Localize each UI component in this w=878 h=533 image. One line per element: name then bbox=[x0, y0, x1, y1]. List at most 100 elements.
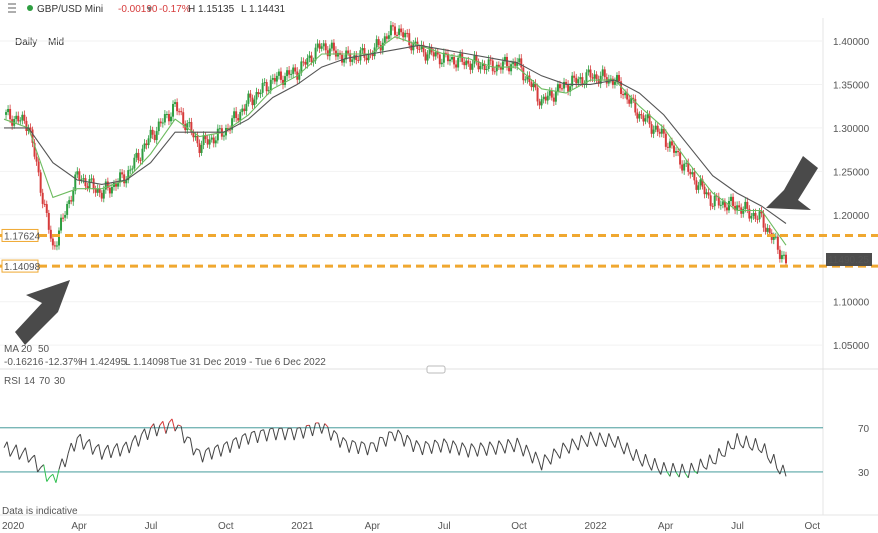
ma-legend-p1[interactable]: 20 bbox=[21, 344, 33, 355]
menu-icon[interactable] bbox=[8, 3, 16, 13]
candle-body bbox=[668, 141, 671, 148]
ma-legend-name[interactable]: MA bbox=[4, 344, 19, 355]
rsi-segment bbox=[431, 439, 436, 454]
candle-body bbox=[705, 192, 708, 195]
candle-body bbox=[785, 254, 787, 264]
rsi-segment bbox=[586, 431, 591, 447]
candle-body bbox=[394, 26, 396, 35]
rsi-segment bbox=[687, 462, 692, 478]
candle-body bbox=[286, 70, 289, 77]
candle-body bbox=[257, 92, 260, 95]
rsi-segment bbox=[379, 436, 383, 439]
candle-body bbox=[624, 92, 627, 96]
chevron-down-icon[interactable]: ▾ bbox=[147, 4, 152, 15]
rsi-segment bbox=[669, 462, 674, 477]
rsi-legend-upper[interactable]: 70 bbox=[39, 376, 51, 387]
panel-resize-handle[interactable] bbox=[426, 365, 446, 374]
disclaimer: Data is indicative bbox=[2, 506, 78, 517]
candle-body bbox=[756, 218, 759, 220]
rsi-legend-lower[interactable]: 30 bbox=[54, 376, 66, 387]
candle-body bbox=[47, 213, 50, 230]
interval-label[interactable]: Daily bbox=[15, 37, 37, 48]
rsi-segment bbox=[354, 442, 359, 455]
rsi-legend-name[interactable]: RSI bbox=[4, 376, 21, 387]
candle-body bbox=[776, 236, 779, 250]
candle-body bbox=[514, 61, 517, 66]
rsi-segment bbox=[486, 441, 491, 456]
candle-body bbox=[129, 169, 132, 171]
candle-body bbox=[182, 112, 185, 124]
candle-body bbox=[222, 135, 225, 137]
rsi-segment bbox=[251, 430, 255, 434]
candle-body bbox=[577, 79, 580, 84]
rsi-segment bbox=[694, 470, 698, 474]
rsi-segment bbox=[758, 449, 762, 454]
rsi-segment bbox=[257, 430, 262, 444]
rsi-segment bbox=[272, 427, 277, 441]
candle-body bbox=[782, 254, 785, 256]
candle-body bbox=[157, 121, 160, 132]
price-type-label[interactable]: Mid bbox=[48, 37, 64, 48]
candle-body bbox=[15, 115, 18, 120]
candle-body bbox=[198, 143, 201, 153]
candle-body bbox=[611, 78, 614, 85]
ma20-line bbox=[3, 36, 787, 246]
candle-body bbox=[626, 92, 629, 100]
market-status-dot-icon bbox=[27, 5, 33, 11]
rsi-segment bbox=[767, 457, 772, 464]
rsi-segment bbox=[92, 447, 97, 455]
time-tick-label: Apr bbox=[365, 521, 381, 532]
rsi-segment bbox=[684, 472, 689, 479]
candle-body bbox=[255, 92, 258, 100]
candle-body bbox=[569, 86, 572, 92]
candle-body bbox=[444, 52, 447, 54]
candle-body bbox=[479, 66, 482, 70]
rsi-segment bbox=[260, 429, 264, 432]
rsi-segment bbox=[748, 446, 753, 451]
candle-body bbox=[383, 36, 386, 43]
rsi-segment bbox=[235, 437, 240, 449]
candle-body bbox=[554, 91, 557, 102]
rsi-segment bbox=[119, 446, 124, 457]
candle-body bbox=[548, 90, 551, 96]
ma-legend-p2[interactable]: 50 bbox=[38, 344, 50, 355]
candle-body bbox=[271, 77, 274, 80]
candle-body bbox=[762, 213, 765, 228]
rsi-segment bbox=[125, 441, 130, 454]
candle-body bbox=[540, 99, 543, 106]
rsi-segment bbox=[626, 442, 631, 454]
rsi-segment bbox=[574, 444, 579, 451]
rsi-segment bbox=[696, 458, 701, 474]
rsi-segment bbox=[663, 462, 668, 472]
candle-body bbox=[567, 84, 570, 92]
candle-body bbox=[768, 228, 771, 233]
rsi-segment bbox=[116, 443, 121, 457]
candle-body bbox=[9, 108, 12, 120]
rsi-segment bbox=[321, 423, 326, 434]
rsi-segment bbox=[174, 424, 179, 432]
candle-body bbox=[560, 88, 563, 90]
rsi-legend-period[interactable]: 14 bbox=[24, 376, 36, 387]
candle-body bbox=[332, 42, 335, 51]
rsi-segment bbox=[37, 467, 42, 473]
candle-body bbox=[422, 44, 425, 53]
candle-body bbox=[544, 96, 547, 101]
rsi-segment bbox=[608, 433, 613, 442]
rsi-segment bbox=[187, 436, 191, 439]
candle-body bbox=[284, 76, 287, 85]
rsi-segment bbox=[550, 448, 555, 465]
rsi-segment bbox=[241, 433, 246, 437]
rsi-segment bbox=[153, 423, 158, 437]
symbol-label[interactable]: GBP/USD Mini bbox=[37, 4, 103, 15]
rsi-tick-label: 70 bbox=[858, 424, 870, 435]
rsi-segment bbox=[211, 447, 216, 460]
rsi-segment bbox=[223, 441, 228, 445]
rsi-segment bbox=[336, 433, 341, 448]
rsi-segment bbox=[770, 454, 775, 464]
rsi-segment bbox=[229, 440, 234, 453]
rsi-segment bbox=[391, 432, 396, 442]
candle-body bbox=[717, 196, 720, 206]
rsi-segment bbox=[330, 430, 335, 441]
rsi-segment bbox=[104, 444, 109, 451]
